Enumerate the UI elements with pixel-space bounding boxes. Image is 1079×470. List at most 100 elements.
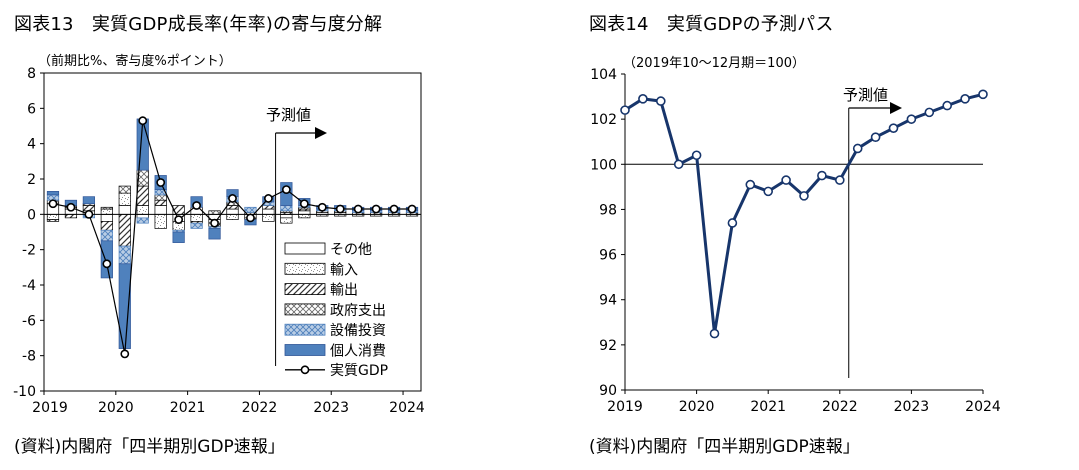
bar-segment-exports [262, 205, 275, 210]
gdp-path-chart-svg: 90 92 94 96 98 100 102 104 2019 2020 2021 2022 2023 2… [590, 67, 1001, 415]
bar-segment-capex [244, 206, 257, 213]
forecast-label: 予測値 [843, 86, 888, 104]
bar-segment-exports [226, 205, 239, 210]
legend-swatch-imports [284, 262, 326, 275]
x-tick-label: 2023 [313, 400, 349, 416]
y-tick-label: 8 [27, 66, 36, 82]
gdp-point [299, 199, 309, 209]
forecast-arrow-head [890, 102, 902, 114]
gdp-path-point [691, 150, 702, 161]
bar-segment-government [100, 206, 113, 210]
bar-segment-imports [298, 213, 311, 219]
legend-label: 輸出 [330, 283, 358, 299]
legend-label: 個人消費 [330, 344, 386, 360]
x-tick-label: 2022 [822, 399, 858, 415]
y-tick-label: 94 [599, 293, 617, 309]
bar-segment-government [154, 194, 167, 201]
gdp-path-point [673, 159, 684, 170]
gdp-path-point [888, 123, 899, 133]
x-tick-label: 2020 [98, 400, 134, 416]
gdp-path-point [817, 170, 827, 181]
bar-segment-consumption [100, 240, 113, 279]
y-tick-label: 0 [27, 207, 36, 223]
y-tick-label: 98 [599, 202, 617, 218]
gdp-path-point [978, 89, 988, 100]
legend-label: 政府支出 [330, 303, 386, 319]
gdp-point [371, 204, 381, 214]
x-tick-label: 2024 [965, 399, 1001, 415]
bar-segment-capex [190, 222, 203, 229]
unit-label: （前期比%、寄与度%ポイント） [38, 54, 232, 69]
chart-title: 図表13 実質GDP成長率(年率)の寄与度分解 [14, 14, 383, 35]
legend-label: その他 [330, 242, 372, 258]
unit-label: （2019年10～12月期＝100） [623, 56, 805, 71]
bar-segment-consumption [82, 196, 95, 205]
bar-segment-capex [280, 205, 293, 212]
y-tick-label: -6 [22, 313, 36, 329]
source-note: (資料)内閣府「四半期別GDP速報」 [14, 437, 285, 457]
gdp-point [84, 209, 94, 219]
y-tick-label: 104 [590, 67, 617, 83]
bar-segment-imports [118, 192, 131, 206]
gdp-point [120, 349, 130, 359]
chart-title: 図表14 実質GDPの予測パス [589, 14, 834, 35]
y-tick-label: -10 [13, 384, 36, 400]
bar-segment-exports [172, 205, 185, 215]
legend-swatch-gdp-marker [300, 365, 310, 375]
bar-segment-consumption [46, 191, 60, 196]
bar-segment-other [100, 213, 113, 222]
contribution-chart-svg: -10 -8 -6 -4 -2 0 2 4 6 8 2019 2020 2021 2022 2023 2024… [13, 66, 425, 416]
x-tick-label: 2019 [607, 399, 643, 415]
gdp-point [264, 194, 273, 203]
gdp-path-point [924, 107, 935, 118]
source-note: (資料)内閣府「四半期別GDP速報」 [589, 437, 860, 457]
bar-segment-exports [46, 219, 60, 222]
y-tick-label: 6 [27, 101, 36, 117]
legend-swatch-consumption [284, 344, 326, 356]
bar-segment-imports [262, 213, 275, 222]
bar-segment-exports [154, 199, 167, 206]
bar-segment-imports [46, 213, 60, 220]
gdp-point [389, 204, 399, 214]
x-tick-label: 2023 [894, 399, 930, 415]
gdp-path-point [745, 179, 756, 190]
plot-frame [43, 72, 422, 392]
legend-swatch-exports [284, 283, 326, 296]
gdp-point [174, 215, 184, 225]
gdp-path-point [906, 114, 917, 124]
gdp-point [246, 213, 255, 223]
chart-gdp-path: 図表14 実質GDPの予測パス （2019年10～12月期＝100） 90 92 9… [575, 0, 1079, 470]
gdp-path-point [656, 96, 666, 106]
bar-segment-capex [118, 245, 131, 265]
gdp-path-point [781, 175, 791, 185]
x-tick-label: 2021 [170, 400, 206, 416]
gdp-path-point [834, 175, 845, 185]
gdp-point [66, 202, 76, 212]
gdp-point [48, 199, 58, 209]
gdp-path-point [620, 105, 630, 115]
gdp-point [281, 185, 291, 194]
bar-segment-exports [136, 185, 149, 206]
y-tick-label: -4 [22, 278, 36, 294]
gdp-path-point [763, 186, 773, 197]
x-tick-label: 2021 [750, 399, 786, 415]
bar-segment-imports [226, 213, 239, 220]
bar-segment-other [262, 208, 275, 215]
legend-label: 実質GDP [330, 363, 388, 379]
x-tick-label: 2022 [242, 400, 278, 416]
bar-segment-capex [100, 229, 113, 242]
bar-segment-other [226, 208, 239, 215]
chart-gdp-contribution: 図表13 実質GDP成長率(年率)の寄与度分解 （前期比%、寄与度%ポイント） … [13, 14, 425, 457]
gdp-point [192, 201, 201, 210]
bar-segment-other [298, 210, 311, 215]
bar-segment-consumption [172, 231, 185, 243]
bar-segment-government [208, 210, 221, 215]
legend-swatch-other [284, 242, 326, 255]
y-tick-label: 92 [599, 338, 617, 354]
bar-segment-government [118, 185, 131, 194]
forecast-label: 予測値 [266, 106, 311, 124]
y-tick-label: -8 [22, 349, 36, 365]
y-tick-label: 4 [27, 137, 36, 153]
gdp-path-point [638, 94, 648, 104]
bar-segment-other [118, 205, 131, 215]
